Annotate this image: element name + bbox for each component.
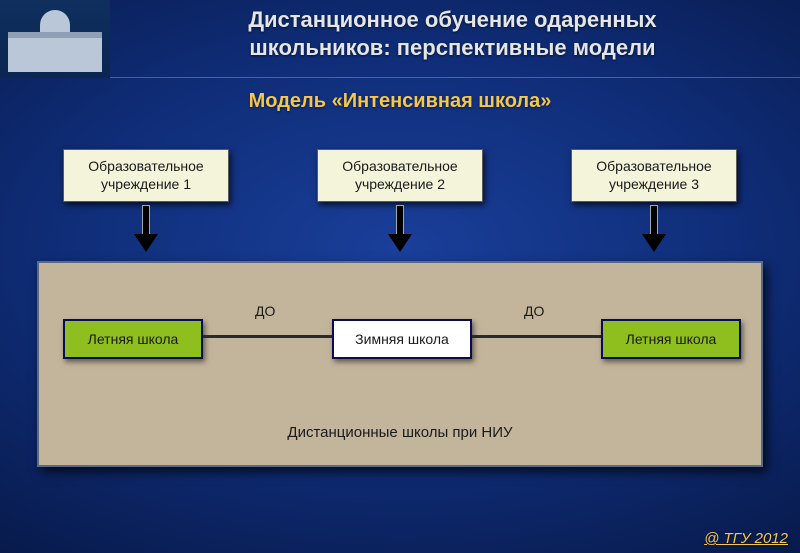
institution-label-line: учреждение 1 — [68, 176, 224, 194]
slide-header: Дистанционное обучение одаренных школьни… — [0, 0, 800, 78]
institution-label-line: Образовательное — [68, 158, 224, 176]
institution-label-line: Образовательное — [576, 158, 732, 176]
institution-label-line: Образовательное — [322, 158, 478, 176]
institution-label-line: учреждение 3 — [576, 176, 732, 194]
panel-caption: Дистанционные школы при НИУ — [39, 424, 761, 441]
slide-subtitle: Модель «Интенсивная школа» — [0, 90, 800, 113]
institution-label-line: учреждение 2 — [322, 176, 478, 194]
logo-image — [0, 0, 110, 78]
school-node: Летняя школа — [601, 319, 741, 359]
diagram: Образовательноеучреждение 1Образовательн… — [0, 113, 800, 533]
slide-title: Дистанционное обучение одаренных школьни… — [115, 6, 790, 61]
edge-label: ДО — [524, 303, 544, 319]
institution-box: Образовательноеучреждение 1 — [63, 149, 229, 202]
school-node: Летняя школа — [63, 319, 203, 359]
institution-box: Образовательноеучреждение 2 — [317, 149, 483, 202]
footer-credit: @ ТГУ 2012 — [704, 530, 788, 547]
arrow-down-icon — [643, 205, 665, 251]
school-node: Зимняя школа — [332, 319, 472, 359]
title-line-1: Дистанционное обучение одаренных — [115, 6, 790, 34]
edge-line — [472, 335, 601, 338]
arrow-down-icon — [389, 205, 411, 251]
edge-line — [203, 335, 332, 338]
title-line-2: школьников: перспективные модели — [115, 34, 790, 62]
arrow-down-icon — [135, 205, 157, 251]
panel-container: Летняя школа Зимняя школа Летняя школа ДО ДО… — [37, 261, 763, 467]
edge-label: ДО — [255, 303, 275, 319]
institution-box: Образовательноеучреждение 3 — [571, 149, 737, 202]
